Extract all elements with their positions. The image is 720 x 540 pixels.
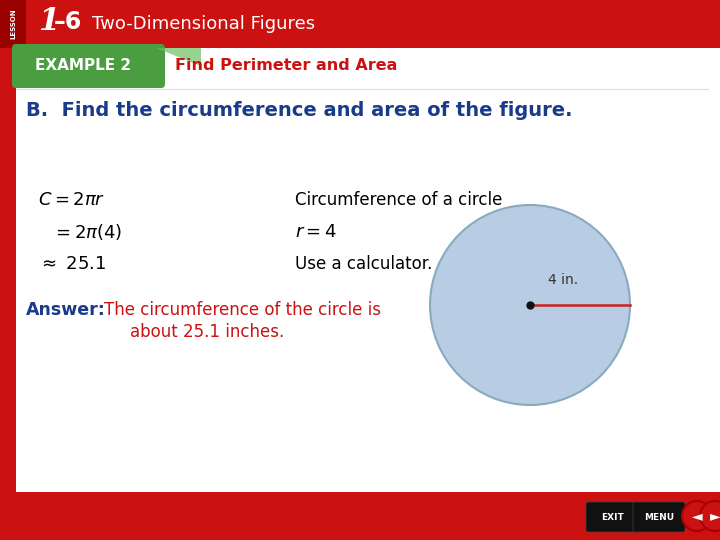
FancyBboxPatch shape [633, 502, 685, 532]
Text: Two-Dimensional Figures: Two-Dimensional Figures [92, 15, 315, 33]
Text: The circumference of the circle is: The circumference of the circle is [104, 301, 381, 319]
FancyBboxPatch shape [586, 502, 638, 532]
FancyBboxPatch shape [0, 492, 720, 540]
Text: $\approx$ 25.1: $\approx$ 25.1 [38, 255, 106, 273]
Text: EXIT: EXIT [600, 512, 624, 522]
FancyBboxPatch shape [0, 0, 720, 48]
FancyBboxPatch shape [0, 48, 16, 492]
Text: Answer:: Answer: [26, 301, 106, 319]
Text: ►: ► [710, 509, 720, 523]
Text: Find Perimeter and Area: Find Perimeter and Area [175, 58, 397, 73]
Text: about 25.1 inches.: about 25.1 inches. [130, 323, 284, 341]
Circle shape [430, 205, 630, 405]
Text: B.  Find the circumference and area of the figure.: B. Find the circumference and area of th… [26, 100, 572, 119]
Text: Use a calculator.: Use a calculator. [295, 255, 433, 273]
Text: Circumference of a circle: Circumference of a circle [295, 191, 503, 209]
Text: 1: 1 [38, 6, 59, 37]
Text: $= 2\pi(4)$: $= 2\pi(4)$ [52, 222, 122, 242]
Text: –6: –6 [54, 10, 82, 34]
FancyBboxPatch shape [12, 44, 165, 88]
Text: 4 in.: 4 in. [548, 273, 578, 287]
Circle shape [682, 501, 712, 531]
Text: LESSON: LESSON [10, 9, 16, 39]
Text: EXAMPLE 2: EXAMPLE 2 [35, 58, 132, 73]
PathPatch shape [156, 48, 201, 66]
Circle shape [700, 501, 720, 531]
Text: $C = 2\pi r$: $C = 2\pi r$ [38, 191, 105, 209]
FancyBboxPatch shape [0, 0, 26, 48]
Text: $r = 4$: $r = 4$ [295, 223, 337, 241]
Text: ◄: ◄ [692, 509, 702, 523]
Text: MENU: MENU [644, 512, 674, 522]
